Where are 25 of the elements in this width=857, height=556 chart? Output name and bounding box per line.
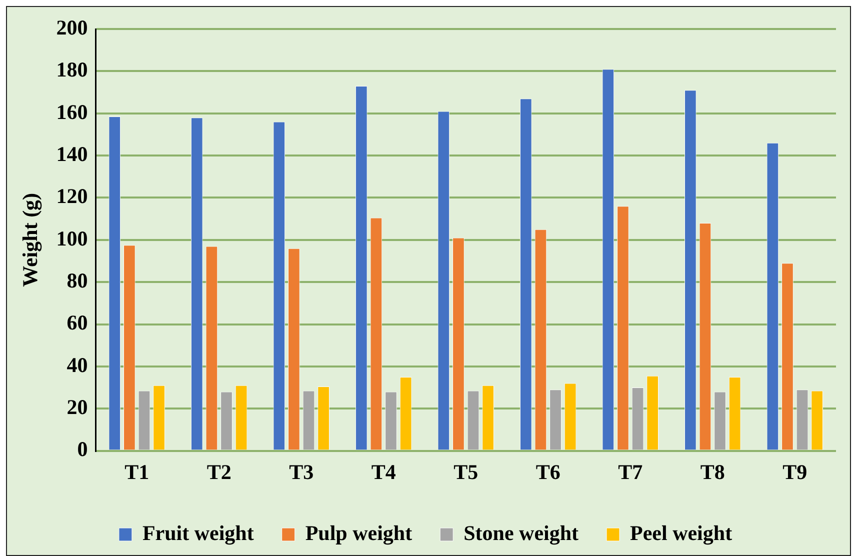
y-tick-label: 180 — [56, 58, 88, 82]
legend-label: Stone weight — [464, 520, 579, 545]
legend-label: Pulp weight — [305, 520, 412, 545]
x-tick-label: T8 — [700, 460, 725, 484]
x-tick-label: T5 — [454, 460, 478, 484]
y-tick-label: 20 — [66, 395, 88, 420]
y-tick-label: 40 — [66, 352, 88, 377]
x-tick-label: T4 — [371, 460, 396, 484]
y-tick-label: 80 — [66, 268, 88, 292]
y-tick-label: 60 — [66, 310, 88, 335]
y-axis-title: Weight (g) — [18, 192, 42, 287]
y-tick-label: 140 — [56, 142, 88, 166]
x-tick-label: T2 — [206, 460, 232, 484]
legend-label: Fruit weight — [142, 520, 254, 545]
y-tick-label: 120 — [56, 184, 88, 208]
x-tick-label: T6 — [536, 460, 560, 484]
x-tick-label: T3 — [289, 460, 314, 484]
x-tick-label: T7 — [618, 460, 643, 484]
y-tick-label: 200 — [56, 15, 88, 40]
y-tick-label: 160 — [56, 100, 88, 124]
x-tick-label: T9 — [782, 460, 808, 484]
legend-label: Peel weight — [630, 520, 732, 545]
x-tick-label: T1 — [124, 460, 150, 484]
y-tick-label: 0 — [77, 437, 88, 462]
y-tick-label: 100 — [56, 226, 88, 250]
